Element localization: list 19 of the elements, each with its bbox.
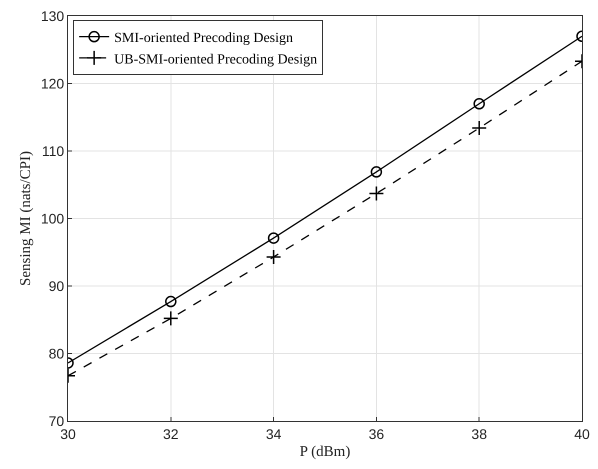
legend-label: UB-SMI-oriented Precoding Design: [114, 52, 318, 68]
point: [266, 249, 282, 265]
y-tick-label: 120: [40, 75, 64, 92]
x-tick-label: 34: [266, 426, 282, 442]
x-tick-label: 40: [574, 426, 590, 442]
x-tick-label: 38: [471, 426, 488, 442]
legend-label: SMI-oriented Precoding Design: [114, 31, 293, 46]
x-tick-label: 36: [368, 426, 384, 442]
x-tick-label: 32: [163, 426, 179, 442]
y-axis-title: Sensing MI (nats/CPI): [18, 150, 34, 286]
y-tick-label: 110: [42, 142, 64, 159]
y-tick-label: 130: [40, 8, 64, 24]
x-axis-title: P (dBm): [300, 444, 350, 460]
point: [370, 166, 382, 178]
y-tick-label: 80: [48, 345, 64, 362]
point: [268, 232, 280, 244]
point: [368, 186, 384, 202]
y-tick-label: 100: [40, 210, 64, 226]
y-tick-label: 90: [48, 278, 64, 294]
